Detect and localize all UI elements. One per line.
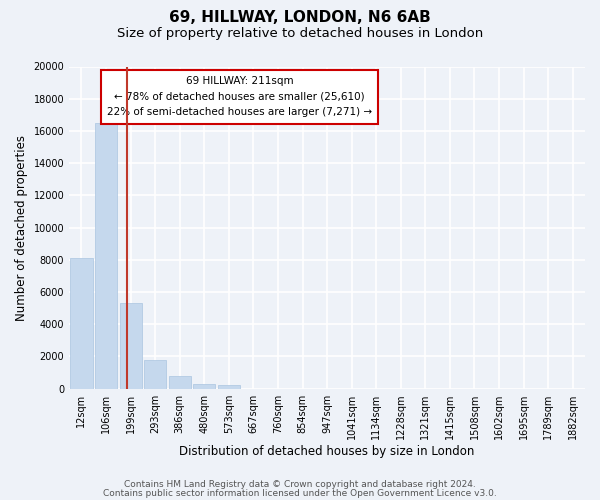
Bar: [144, 360, 166, 388]
Bar: [193, 384, 215, 388]
Bar: [169, 376, 191, 388]
Y-axis label: Number of detached properties: Number of detached properties: [15, 134, 28, 320]
Bar: [218, 385, 240, 388]
Bar: [95, 123, 117, 388]
Text: Size of property relative to detached houses in London: Size of property relative to detached ho…: [117, 28, 483, 40]
Text: Contains public sector information licensed under the Open Government Licence v3: Contains public sector information licen…: [103, 488, 497, 498]
Bar: [119, 303, 142, 388]
Text: 69, HILLWAY, LONDON, N6 6AB: 69, HILLWAY, LONDON, N6 6AB: [169, 10, 431, 25]
X-axis label: Distribution of detached houses by size in London: Distribution of detached houses by size …: [179, 444, 475, 458]
Text: Contains HM Land Registry data © Crown copyright and database right 2024.: Contains HM Land Registry data © Crown c…: [124, 480, 476, 489]
Bar: [70, 258, 92, 388]
Text: 69 HILLWAY: 211sqm
← 78% of detached houses are smaller (25,610)
22% of semi-det: 69 HILLWAY: 211sqm ← 78% of detached hou…: [107, 76, 372, 118]
